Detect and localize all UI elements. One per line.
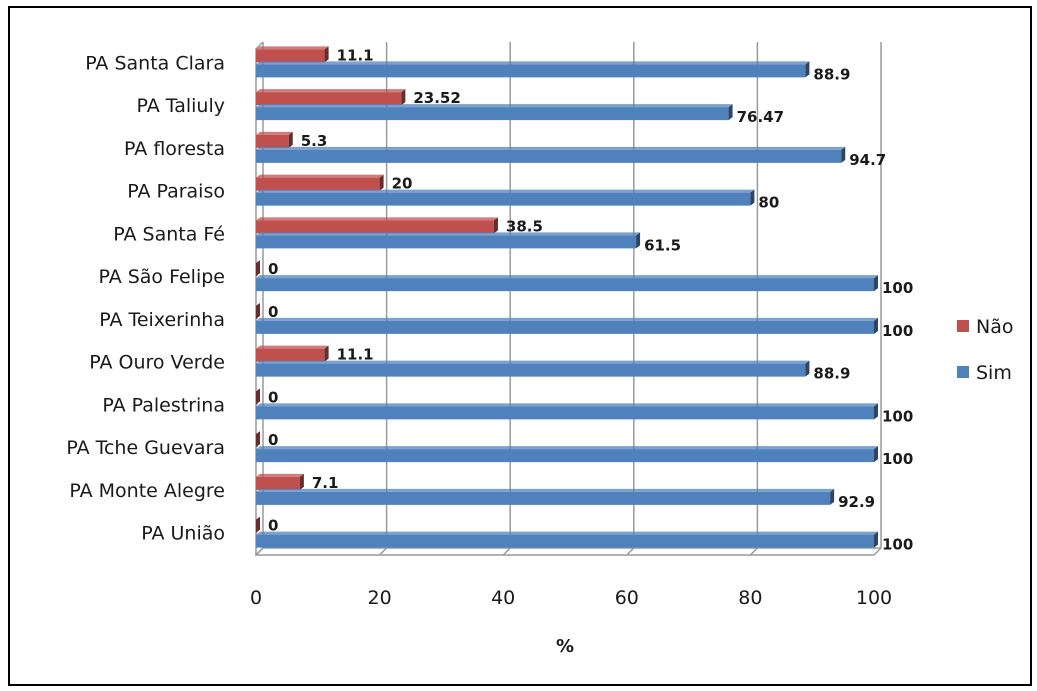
gridline-depth bbox=[873, 547, 882, 556]
bar-nao bbox=[256, 302, 260, 319]
bar-nao bbox=[256, 174, 384, 191]
x-tick-label: 0 bbox=[250, 587, 262, 609]
bars bbox=[256, 46, 878, 548]
bar-nao bbox=[256, 516, 260, 533]
data-label-nao: 0 bbox=[268, 431, 278, 449]
category-label: PA Santa Clara bbox=[85, 52, 225, 74]
data-label-sim: 88.9 bbox=[813, 365, 850, 383]
bar-sim bbox=[256, 488, 835, 505]
category-label: PA Santa Fé bbox=[113, 223, 225, 245]
bar-sim bbox=[256, 61, 810, 78]
data-label-sim: 100 bbox=[882, 279, 913, 297]
category-label: PA Paraiso bbox=[127, 181, 225, 203]
legend-label: Não bbox=[976, 316, 1013, 338]
data-label-nao: 0 bbox=[268, 517, 278, 535]
axes bbox=[255, 41, 881, 557]
data-label-nao: 38.5 bbox=[506, 217, 543, 235]
legend-swatch bbox=[957, 366, 969, 378]
gridline-depth bbox=[626, 547, 635, 556]
bar-nao bbox=[256, 388, 260, 405]
category-label: PA floresta bbox=[124, 138, 225, 160]
bar-nao bbox=[256, 345, 329, 362]
bar-nao bbox=[256, 260, 260, 277]
legend-label: Sim bbox=[976, 362, 1012, 384]
data-label-sim: 76.47 bbox=[737, 108, 784, 126]
bar-sim bbox=[256, 275, 878, 292]
bar-nao bbox=[256, 131, 293, 148]
gridlines bbox=[255, 42, 882, 556]
data-label-nao: 0 bbox=[268, 260, 278, 278]
x-tick-label: 60 bbox=[615, 587, 639, 609]
bar-sim bbox=[256, 446, 878, 463]
data-label-sim: 100 bbox=[882, 450, 913, 468]
data-label-nao: 5.3 bbox=[301, 132, 328, 150]
data-label-nao: 11.1 bbox=[337, 46, 374, 64]
category-label: PA Teixerinha bbox=[99, 309, 225, 331]
bar-sim bbox=[256, 403, 878, 420]
category-label: PA Monte Alegre bbox=[69, 480, 225, 502]
legend: Não Sim bbox=[957, 316, 1013, 384]
category-label: PA São Felipe bbox=[98, 266, 225, 288]
data-label-nao: 11.1 bbox=[337, 346, 374, 364]
bar-sim bbox=[256, 232, 641, 249]
data-label-nao: 7.1 bbox=[312, 474, 339, 492]
data-label-sim: 100 bbox=[882, 536, 913, 554]
x-tick-labels: 0 20 40 60 80 100 bbox=[250, 587, 892, 609]
legend-swatch bbox=[957, 320, 969, 332]
x-axis-title: % bbox=[556, 636, 574, 657]
bar-sim bbox=[256, 531, 878, 548]
data-label-sim: 100 bbox=[882, 407, 913, 425]
data-label-sim: 80 bbox=[758, 194, 779, 212]
data-label-sim: 100 bbox=[882, 322, 913, 340]
y-axis-line bbox=[255, 41, 264, 557]
category-label: PA Ouro Verde bbox=[89, 352, 225, 374]
gridline-depth bbox=[502, 547, 511, 556]
x-tick-label: 20 bbox=[368, 587, 392, 609]
x-tick-label: 80 bbox=[738, 587, 762, 609]
category-label: PA Tche Guevara bbox=[66, 437, 225, 459]
category-labels: PA Santa Clara PA Taliuly PA floresta PA Pa… bbox=[66, 52, 225, 544]
data-label-nao: 0 bbox=[268, 388, 278, 406]
bar-sim bbox=[256, 317, 878, 334]
x-tick-label: 100 bbox=[856, 587, 892, 609]
bar-sim bbox=[256, 189, 755, 206]
data-label-nao: 20 bbox=[392, 175, 413, 193]
data-label-sim: 94.7 bbox=[849, 151, 886, 169]
data-label-sim: 61.5 bbox=[644, 236, 681, 254]
data-label-nao: 0 bbox=[268, 303, 278, 321]
bar-nao bbox=[256, 46, 329, 63]
bar-nao bbox=[256, 473, 304, 490]
data-labels: 11.1 88.9 23.52 76.47 5.3 94.7 20 80 38.5 61.5 0 10… bbox=[268, 46, 913, 553]
data-label-nao: 23.52 bbox=[413, 89, 460, 107]
bar-sim bbox=[256, 360, 810, 377]
bar-sim bbox=[256, 104, 733, 121]
data-label-sim: 92.9 bbox=[838, 493, 875, 511]
category-label: PA Taliuly bbox=[136, 95, 225, 117]
bar-sim bbox=[256, 146, 846, 163]
bar-nao bbox=[256, 89, 406, 106]
bar-nao bbox=[256, 431, 260, 448]
bar-nao bbox=[256, 217, 498, 234]
data-label-sim: 88.9 bbox=[813, 65, 850, 83]
category-label: PA União bbox=[141, 523, 225, 545]
gridline-depth bbox=[379, 547, 388, 556]
gridline-depth bbox=[749, 547, 758, 556]
category-label: PA Palestrina bbox=[102, 394, 225, 416]
x-tick-label: 40 bbox=[491, 587, 515, 609]
